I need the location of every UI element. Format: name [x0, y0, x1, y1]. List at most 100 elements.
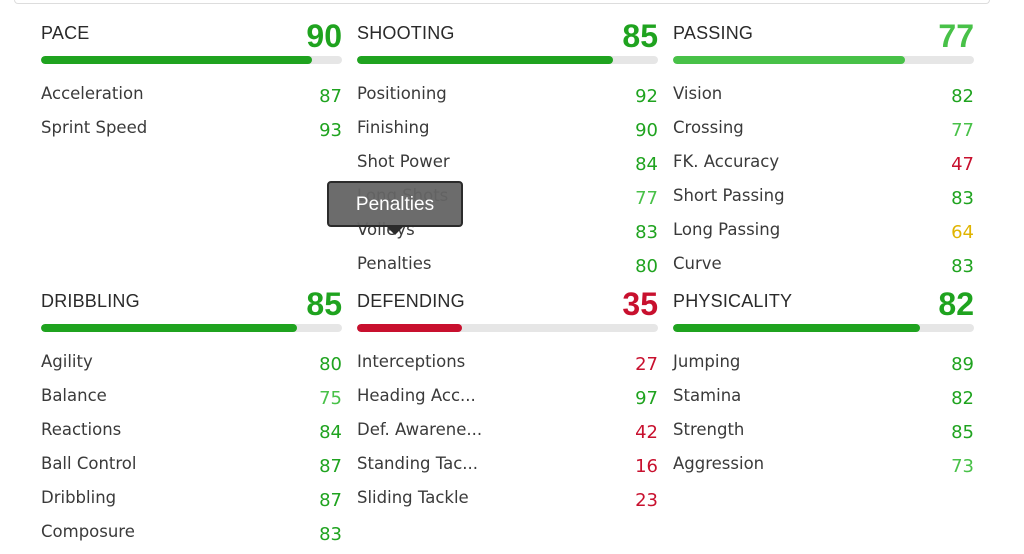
category-name: PASSING — [673, 23, 754, 43]
tooltip-arrow-icon — [386, 226, 404, 235]
stat-value: 87 — [319, 456, 342, 477]
stat-label: Penalties — [357, 254, 432, 273]
stat-label: Dribbling — [41, 488, 117, 507]
category-header: SHOOTING 85 — [357, 18, 658, 54]
stat-row[interactable]: Aggression 73 — [673, 452, 974, 486]
stat-row[interactable]: Penalties 80 — [357, 252, 658, 286]
stat-row[interactable]: Interceptions 27 — [357, 350, 658, 384]
stat-label: Crossing — [673, 118, 744, 137]
category-bar-fill — [41, 324, 297, 332]
stat-label: Shot Power — [357, 152, 450, 171]
stat-value: 87 — [319, 86, 342, 107]
stat-row[interactable]: Standing Tac... 16 — [357, 452, 658, 486]
stat-label: Sprint Speed — [41, 118, 148, 137]
category-score: 35 — [622, 286, 658, 322]
stat-value: 85 — [951, 422, 974, 443]
stat-value: 82 — [951, 388, 974, 409]
category-score: 90 — [306, 18, 342, 54]
category-defending: DEFENDING 35 Interceptions 27 Heading Acc...… — [357, 286, 658, 511]
category-header: PASSING 77 — [673, 18, 974, 54]
stat-value: 77 — [635, 188, 658, 209]
stat-row[interactable]: Long Passing 64 — [673, 218, 974, 252]
stat-label: Curve — [673, 254, 722, 273]
stat-row[interactable]: Shot Power 84 — [357, 150, 658, 184]
stat-row[interactable]: Agility 80 — [41, 350, 342, 384]
stat-value: 77 — [951, 120, 974, 141]
tooltip-text: Penalties — [355, 194, 435, 215]
stat-row[interactable]: Short Passing 83 — [673, 184, 974, 218]
stat-label: Def. Awarene... — [357, 420, 483, 439]
stat-row[interactable]: Dribbling 87 — [41, 486, 342, 520]
stat-label: Jumping — [673, 352, 741, 371]
category-bar — [357, 56, 658, 64]
stat-row[interactable]: Finishing 90 — [357, 116, 658, 150]
category-bar — [673, 56, 974, 64]
stat-row[interactable]: Acceleration 87 — [41, 82, 342, 116]
stat-label: Agility — [41, 352, 93, 371]
category-bar — [41, 324, 342, 332]
stat-value: 90 — [635, 120, 658, 141]
category-name: DRIBBLING — [41, 291, 140, 311]
stat-row[interactable]: Curve 83 — [673, 252, 974, 286]
stat-row[interactable]: Stamina 82 — [673, 384, 974, 418]
category-bar-fill — [673, 324, 920, 332]
stat-row[interactable]: Def. Awarene... 42 — [357, 418, 658, 452]
category-passing: PASSING 77 Vision 82 Crossing 77 FK. Accuracy 4… — [673, 18, 974, 277]
stat-row[interactable]: Strength 85 — [673, 418, 974, 452]
stat-row[interactable]: Ball Control 87 — [41, 452, 342, 486]
stat-list: Jumping 89 Stamina 82 Strength 85 Aggression 73 — [673, 350, 974, 486]
panel-frame — [14, 0, 990, 4]
stat-label: Reactions — [41, 420, 122, 439]
stat-row[interactable]: Crossing 77 — [673, 116, 974, 150]
stat-value: 83 — [951, 256, 974, 277]
stat-value: 42 — [635, 422, 658, 443]
stat-list: Interceptions 27 Heading Acc... 97 Def. Awar… — [357, 350, 658, 520]
category-bar — [357, 324, 658, 332]
stat-label: Short Passing — [673, 186, 785, 205]
stat-label: Ball Control — [41, 454, 137, 473]
stat-label: Interceptions — [357, 352, 466, 371]
category-bar-fill — [41, 56, 312, 64]
stat-row[interactable]: Reactions 84 — [41, 418, 342, 452]
stat-label: Positioning — [357, 84, 447, 103]
stat-value: 64 — [951, 222, 974, 243]
stat-row[interactable]: Positioning 92 — [357, 82, 658, 116]
stat-row[interactable]: Vision 82 — [673, 82, 974, 116]
stat-value: 80 — [319, 354, 342, 375]
category-bar — [673, 324, 974, 332]
stat-list: Vision 82 Crossing 77 FK. Accuracy 47 Short Pa… — [673, 82, 974, 286]
stat-label: Long Passing — [673, 220, 781, 239]
stat-row[interactable]: Composure 83 — [41, 520, 342, 554]
stat-value: 87 — [319, 490, 342, 511]
stat-row[interactable]: Sliding Tackle 23 — [357, 486, 658, 520]
stat-value: 84 — [635, 154, 658, 175]
category-name: DEFENDING — [357, 291, 465, 311]
stat-label: Aggression — [673, 454, 765, 473]
category-header: PACE 90 — [41, 18, 342, 54]
stat-row[interactable]: FK. Accuracy 47 — [673, 150, 974, 184]
category-bar-fill — [673, 56, 905, 64]
stat-list: Agility 80 Balance 75 Reactions 84 Ball Contro… — [41, 350, 342, 554]
stat-value: 83 — [635, 222, 658, 243]
stat-row[interactable]: Jumping 89 — [673, 350, 974, 384]
stat-row[interactable]: Heading Acc... 97 — [357, 384, 658, 418]
category-shooting: SHOOTING 85 Positioning 92 Finishing 90 Shot P… — [357, 18, 658, 277]
stat-value: 23 — [635, 490, 658, 511]
stat-row[interactable]: Balance 75 — [41, 384, 342, 418]
category-header: DRIBBLING 85 — [41, 286, 342, 322]
category-bar-fill — [357, 324, 463, 332]
stat-value: 47 — [951, 154, 974, 175]
category-score: 82 — [938, 286, 974, 322]
stat-value: 92 — [635, 86, 658, 107]
category-name: SHOOTING — [357, 23, 455, 43]
category-physicality: PHYSICALITY 82 Jumping 89 Stamina 82 Strength 8… — [673, 286, 974, 477]
stat-row[interactable]: Sprint Speed 93 — [41, 116, 342, 150]
stat-value: 83 — [951, 188, 974, 209]
category-dribbling: DRIBBLING 85 Agility 80 Balance 75 Reactions 84… — [41, 286, 342, 545]
stat-label: Heading Acc... — [357, 386, 476, 405]
stat-value: 93 — [319, 120, 342, 141]
category-score: 77 — [938, 18, 974, 54]
stat-value: 83 — [319, 524, 342, 545]
stat-list: Acceleration 87 Sprint Speed 93 — [41, 82, 342, 150]
category-name: PACE — [41, 23, 90, 43]
